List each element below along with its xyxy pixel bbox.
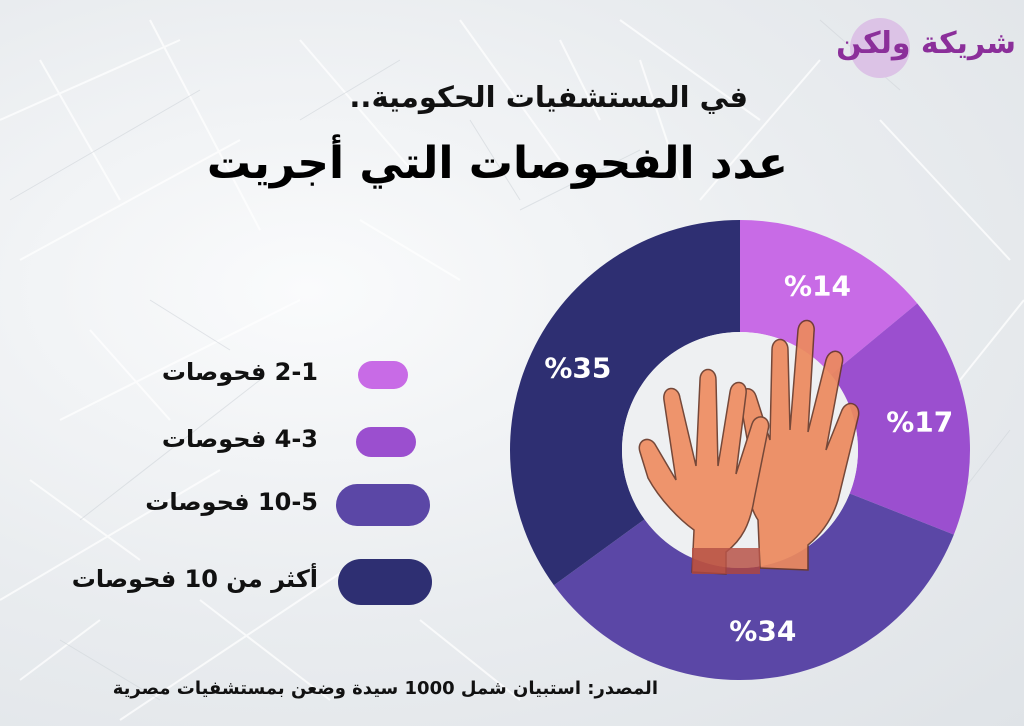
donut-slice-4: [509, 220, 740, 586]
data-label-4: %35: [544, 351, 611, 384]
logo-text: شريكة ولكن: [836, 26, 1017, 61]
chart-subtitle: في المستشفيات الحكومية..: [349, 80, 748, 114]
gloved-hands-icon: [638, 319, 860, 575]
legend-swatch-1: [358, 361, 408, 389]
legend-label-1: 2-1 فحوصات: [161, 358, 318, 386]
chart-title: عدد الفحوصات التي أجريت: [206, 138, 788, 189]
legend-swatch-4: [338, 559, 432, 605]
legend-label-2: 4-3 فحوصات: [161, 425, 318, 453]
legend-swatch-3: [336, 484, 430, 526]
data-label-3: %34: [729, 615, 796, 648]
chart-data-labels: %14 %17 %34 %35: [544, 269, 953, 647]
legend-label-3: 10-5 فحوصات: [145, 488, 318, 516]
brand-logo: شريكة ولكن: [836, 14, 1022, 80]
data-label-1: %14: [784, 269, 851, 302]
data-label-2: %17: [886, 406, 953, 439]
legend-swatch-2: [356, 427, 416, 457]
legend-label-4: أكثر من 10 فحوصات: [71, 565, 318, 593]
source-note: المصدر: استبيان شمل 1000 سيدة وضعن بمستش…: [112, 678, 658, 699]
logo-circle: [850, 18, 910, 78]
donut-slice-3: [553, 493, 954, 680]
donut-slice-1: [740, 220, 918, 375]
chart-slices: [509, 220, 970, 680]
donut-slice-2: [830, 303, 970, 535]
